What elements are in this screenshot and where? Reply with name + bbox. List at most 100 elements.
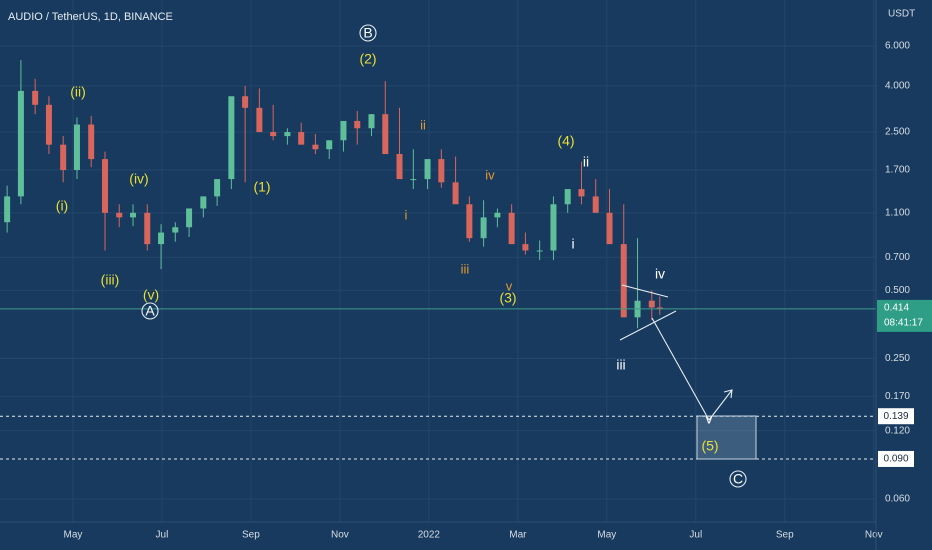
candle-body [396,154,403,180]
wave-label: (iii) [101,272,120,288]
candle-body [494,212,501,218]
y-tick-label: 0.500 [885,285,910,296]
countdown: 08:41:17 [884,318,923,329]
candle-body [130,212,137,218]
chart-title: AUDIO / TetherUS, 1D, BINANCE [8,11,173,23]
wave-label: A [145,303,155,319]
triangle-top [621,284,669,298]
wave-label: (ii) [70,84,86,100]
candle-body [200,196,207,209]
candle-body [536,250,543,252]
wave-label: i [405,207,408,222]
wave-label: (1) [253,179,270,195]
candle-body [45,104,52,145]
y-tick-label: 0.060 [885,493,910,504]
wave-label: (2) [359,51,376,67]
wave-label: iii [461,261,470,276]
y-tick-label: 0.700 [885,252,910,263]
wave-label: (3) [499,290,516,306]
wave-label: (4) [557,133,574,149]
candle-body [648,300,655,308]
drawings [141,24,757,488]
candle-body [312,144,319,150]
wave-label: (i) [56,198,68,214]
y-tick-label: 1.100 [885,207,910,218]
price-line-label: 0.139 [883,411,908,422]
candle-body [620,244,627,318]
candle-body [382,114,389,155]
candle-body [606,212,613,245]
wave-label: iv [485,167,495,182]
levels [0,308,876,460]
x-tick-label: Jul [156,530,169,541]
current-price-box [877,299,932,332]
price-line-box [878,408,914,425]
y-tick-label: 2.500 [885,127,910,138]
wave-label: B [363,25,372,41]
wave-label: ii [420,117,426,132]
candle-body [550,204,557,251]
wave-label: i [571,236,574,252]
projection-line [651,317,710,421]
target-box [696,415,757,460]
x-tick-label: Nov [331,530,349,541]
candle-body [508,212,515,245]
triangle-bottom [619,310,677,341]
candle-body [466,204,473,239]
arrow-head [723,389,733,399]
candle-body [60,144,67,171]
wave-label: v [506,278,513,293]
candle-body [228,96,235,180]
candle-body [284,132,291,137]
candle-body [270,132,277,137]
candle-body [73,124,80,171]
y-tick-label: 1.700 [885,165,910,176]
x-tick-label: Jul [689,530,702,541]
x-tick-label: Sep [242,530,260,541]
candle-body [438,159,445,183]
price-line-box [878,450,914,467]
candle-body [410,179,417,181]
candle-body [242,96,249,108]
circle-b [359,24,377,42]
candle-body [256,107,263,133]
price-line-label: 0.090 [883,454,908,465]
wave-label: iii [616,357,625,373]
candle-body [368,114,375,129]
candle-body [116,212,123,218]
y-tick-label: 0.250 [885,353,910,364]
candle-body [88,124,95,160]
candle-body [32,90,39,105]
candle-body [17,90,24,197]
candle-body [4,196,11,223]
candle-body [101,159,108,213]
candles [4,60,663,329]
candle-body [214,179,221,197]
y-tick-label: 0.170 [885,391,910,402]
candle-body [340,120,347,141]
candle-body [424,159,431,180]
projection-arrow [708,389,733,421]
wave-label: v [706,411,713,427]
wave-label: C [733,471,743,487]
candle-body [480,217,487,239]
wave-label: (iv) [129,171,148,187]
x-tick-label: Mar [509,530,527,541]
wave-label: (5) [701,438,718,454]
x-tick-label: 2022 [418,530,441,541]
circle-c [729,470,747,488]
x-tick-label: May [597,530,616,541]
candle-body [186,208,193,228]
y-tick-label: 4.000 [885,81,910,92]
candle-body [354,120,361,129]
wave-label: ii [583,154,589,170]
candle-body [452,182,459,205]
y-tick-label: 6.000 [885,41,910,52]
candle-body [326,140,333,150]
wave-labels: (i) (ii) (iii) (iv) (v) (1) (2) (3) (4) … [56,25,743,487]
y-unit: USDT [888,9,915,20]
current-price-label: 0.414 [884,303,909,314]
